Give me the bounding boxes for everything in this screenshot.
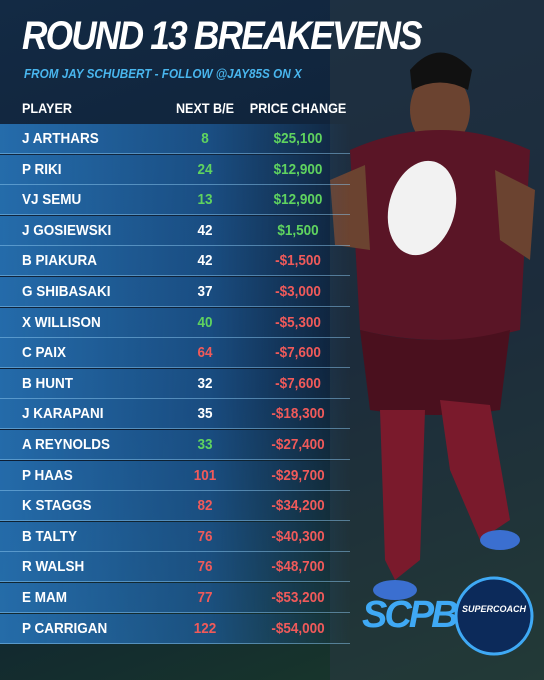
table-row: P CARRIGAN 122 -$54,000	[0, 613, 350, 644]
table-row: P RIKI 24 $12,900	[0, 154, 350, 185]
table-row: E MAM 77 -$53,200	[0, 583, 350, 613]
player-name: P HAAS	[22, 466, 73, 484]
price-change: -$7,600	[275, 344, 321, 362]
table-row: K STAGGS 82 -$34,200	[0, 491, 350, 522]
player-name: A REYNOLDS	[22, 436, 111, 453]
breakeven: 101	[193, 466, 217, 484]
price-change: -$3,000	[275, 283, 321, 300]
table-row: B PIAKURA 42 -$1,500	[0, 246, 350, 277]
price-change: $12,900	[273, 191, 323, 209]
subtitle: FROM JAY SCHUBERT - FOLLOW @JAY85S ON X	[24, 66, 302, 81]
breakeven: 35	[197, 405, 213, 423]
breakeven: 76	[197, 558, 213, 576]
price-change: $1,500	[277, 221, 319, 239]
breakeven: 37	[197, 283, 213, 300]
player-name: C PAIX	[22, 344, 67, 362]
title: ROUND 13 BREAKEVENS	[22, 14, 423, 58]
player-name: VJ SEMU	[22, 191, 82, 209]
column-header: PRICE CHANGE	[249, 100, 347, 116]
breakeven: 122	[193, 619, 217, 637]
player-name: E MAM	[22, 589, 67, 606]
breakeven: 64	[197, 344, 213, 362]
price-change: -$5,300	[275, 313, 321, 331]
table-row: J ARTHARS 8 $25,100	[0, 124, 350, 154]
price-change: -$54,000	[271, 619, 325, 637]
breakeven: 13	[197, 191, 213, 209]
price-change: $12,900	[273, 160, 323, 178]
table-row: R WALSH 76 -$48,700	[0, 552, 350, 583]
column-header: PLAYER	[22, 100, 72, 116]
column-header: NEXT B/E	[175, 100, 235, 116]
breakeven: 24	[197, 160, 213, 178]
breakeven: 77	[197, 589, 213, 606]
price-change: -$48,700	[271, 558, 325, 576]
player-name: B PIAKURA	[22, 252, 98, 270]
player-name: R WALSH	[22, 558, 85, 576]
player-name: B HUNT	[22, 374, 74, 392]
breakeven: 42	[197, 221, 213, 239]
table-row: VJ SEMU 13 $12,900	[0, 185, 350, 216]
table-row: J KARAPANI 35 -$18,300	[0, 399, 350, 430]
price-change: -$27,400	[271, 436, 325, 453]
player-name: J KARAPANI	[22, 405, 104, 423]
price-change: -$53,200	[271, 589, 325, 606]
player-name: J ARTHARS	[22, 130, 99, 147]
table-row: X WILLISON 40 -$5,300	[0, 307, 350, 338]
breakeven: 42	[197, 252, 213, 270]
price-change: -$18,300	[271, 405, 325, 423]
table-row: C PAIX 64 -$7,600	[0, 338, 350, 369]
table-row: B TALTY 76 -$40,300	[0, 521, 350, 552]
logo-supercoach: SUPERCOACH	[461, 604, 526, 614]
player-name: K STAGGS	[22, 497, 92, 515]
table-row: J GOSIEWSKI 42 $1,500	[0, 215, 350, 246]
price-change: $25,100	[273, 130, 323, 147]
table-row: A REYNOLDS 33 -$27,400	[0, 430, 350, 460]
player-name: G SHIBASAKI	[22, 283, 111, 300]
player-name: P CARRIGAN	[22, 619, 108, 637]
player-name: P RIKI	[22, 160, 62, 178]
breakeven: 76	[197, 527, 213, 545]
player-name: X WILLISON	[22, 313, 101, 331]
logo-scpb: SCPB	[362, 594, 459, 636]
table-row: G SHIBASAKI 37 -$3,000	[0, 277, 350, 307]
breakeven: 32	[197, 374, 213, 392]
price-change: -$34,200	[271, 497, 325, 515]
price-change: -$1,500	[275, 252, 321, 270]
table-row: P HAAS 101 -$29,700	[0, 460, 350, 491]
breakeven: 40	[197, 313, 213, 331]
price-change: -$40,300	[271, 527, 325, 545]
player-name: J GOSIEWSKI	[22, 221, 112, 239]
breakeven: 82	[197, 497, 213, 515]
breakeven: 8	[201, 130, 209, 147]
price-change: -$7,600	[275, 374, 321, 392]
player-name: B TALTY	[22, 527, 77, 545]
table-row: B HUNT 32 -$7,600	[0, 368, 350, 399]
breakeven: 33	[197, 436, 213, 453]
price-change: -$29,700	[271, 466, 325, 484]
